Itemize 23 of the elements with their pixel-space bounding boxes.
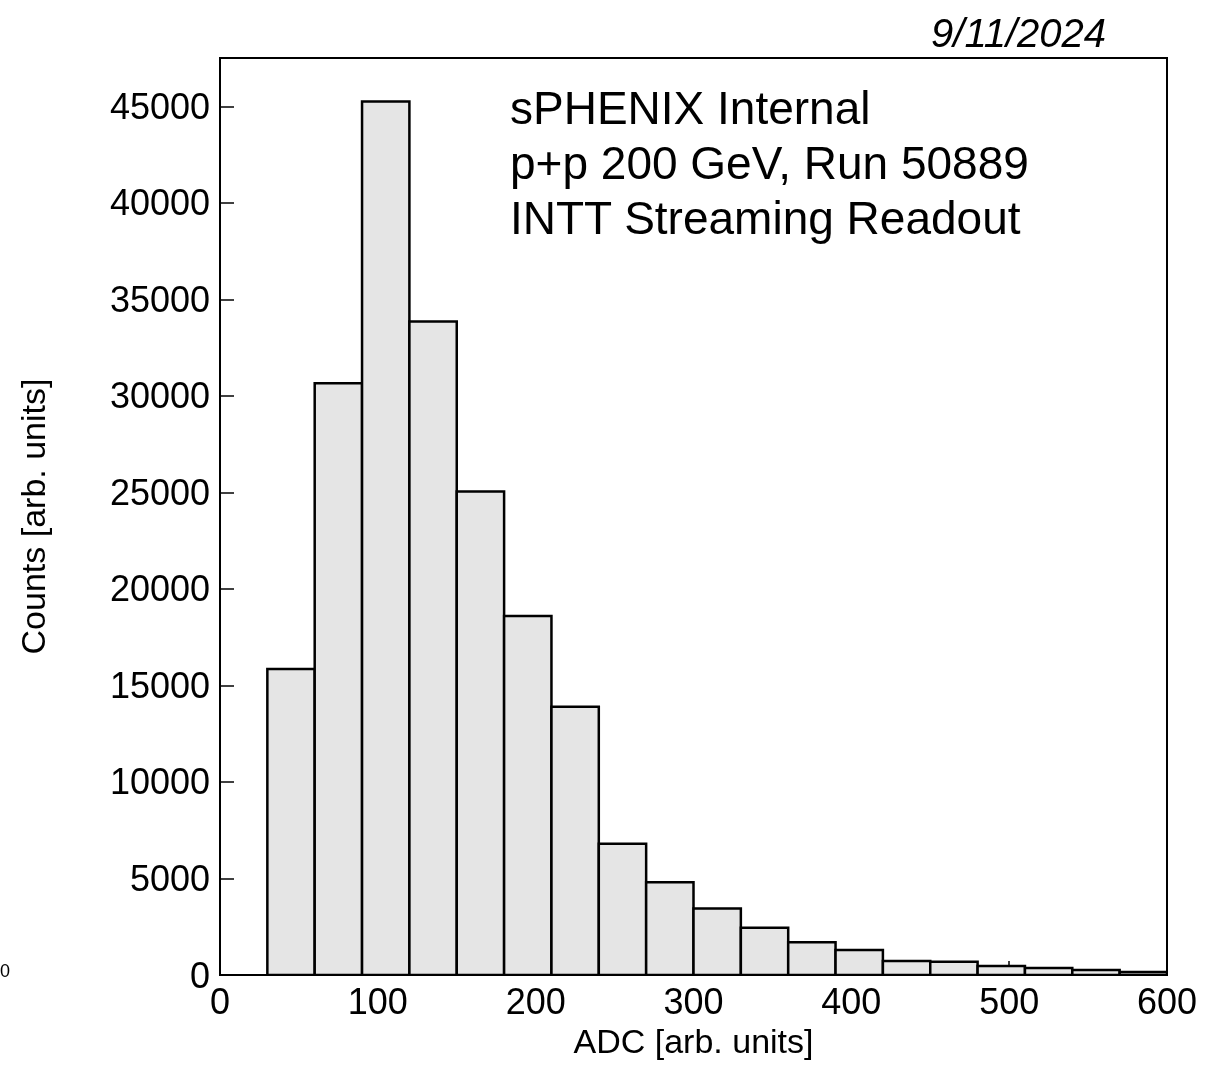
x-tick-label: 100 bbox=[347, 980, 408, 1022]
annotation: p+p 200 GeV, Run 50889 bbox=[510, 137, 1029, 189]
y-tick-label: 10000 bbox=[109, 761, 210, 803]
y-tick-label: 30000 bbox=[109, 375, 210, 417]
y-tick-label: 35000 bbox=[109, 278, 210, 320]
x-tick-label: 600 bbox=[1136, 980, 1198, 1022]
annotation: sPHENIX Internal bbox=[510, 82, 871, 134]
y-tick-label: 0 bbox=[189, 954, 210, 996]
y-tick-label: 20000 bbox=[109, 568, 210, 610]
x-tick-label: 400 bbox=[821, 980, 882, 1022]
x-tick-label: 300 bbox=[663, 980, 724, 1022]
y-tick-label: 15000 bbox=[109, 664, 210, 706]
y-tick-label: 25000 bbox=[109, 471, 210, 513]
annotation: INTT Streaming Readout bbox=[510, 192, 1021, 244]
x-axis-title: ADC [arb. units] bbox=[573, 1021, 814, 1060]
y-tick-label: 45000 bbox=[109, 85, 210, 127]
y-tick-label: 5000 bbox=[129, 857, 210, 899]
y-axis-title: Counts [arb. units] bbox=[14, 378, 52, 655]
y-tick-label: 40000 bbox=[109, 182, 210, 224]
chart-title: 9/11/2024 bbox=[931, 11, 1106, 55]
text: 0 bbox=[0, 961, 11, 981]
x-tick-label: 500 bbox=[979, 980, 1040, 1022]
x-tick-label: 200 bbox=[505, 980, 566, 1022]
